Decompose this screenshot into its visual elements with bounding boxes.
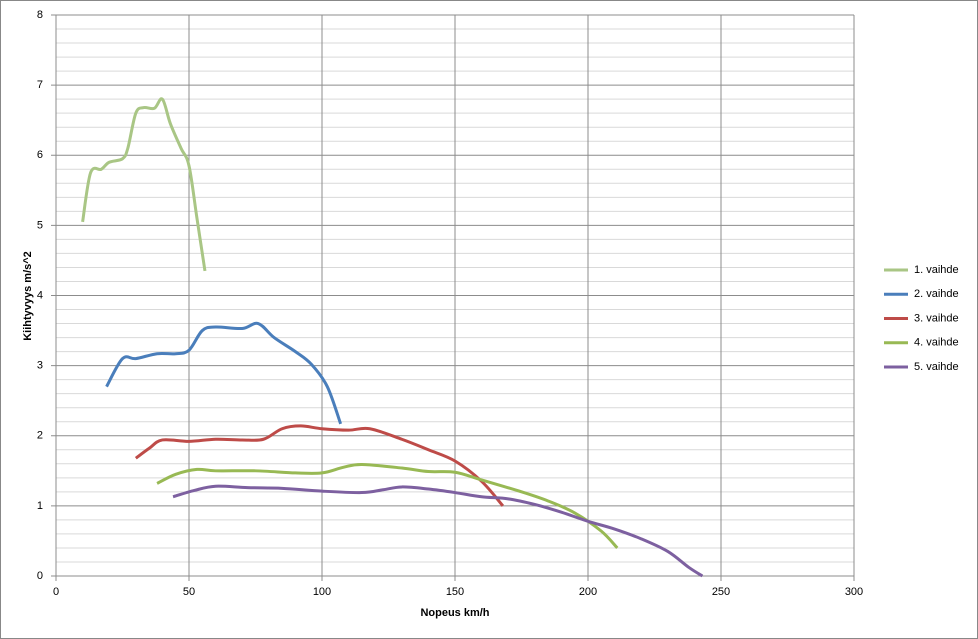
y-tick-label: 7 [37, 79, 43, 91]
series-line [134, 424, 505, 507]
legend-label: 4. vaihde [914, 337, 959, 349]
legend-label: 5. vaihde [914, 361, 959, 373]
x-tick-label: 300 [845, 586, 863, 598]
series-line [81, 97, 207, 272]
legend-label: 2. vaihde [914, 288, 959, 300]
y-tick-label: 4 [37, 289, 43, 301]
x-tick-label: 200 [579, 586, 597, 598]
x-tick-label: 50 [183, 586, 195, 598]
series-line [172, 484, 704, 578]
y-tick-label: 8 [37, 9, 43, 21]
y-tick-label: 0 [37, 570, 43, 582]
x-tick-label: 150 [446, 586, 464, 598]
y-tick-label: 6 [37, 149, 43, 161]
y-axis-title: Kiihtyvyys m/s^2 [22, 251, 34, 341]
y-tick-label: 2 [37, 430, 43, 442]
x-tick-label: 100 [313, 586, 331, 598]
series-line [105, 321, 343, 425]
x-tick-label: 250 [712, 586, 730, 598]
y-tick-label: 5 [37, 219, 43, 231]
y-tick-label: 1 [37, 500, 43, 512]
y-tick-label: 3 [37, 360, 43, 372]
x-axis-title: Nopeus km/h [420, 607, 489, 619]
legend-label: 3. vaihde [914, 312, 959, 324]
legend-label: 1. vaihde [914, 264, 959, 276]
x-tick-label: 0 [53, 586, 59, 598]
series-line [156, 463, 619, 549]
